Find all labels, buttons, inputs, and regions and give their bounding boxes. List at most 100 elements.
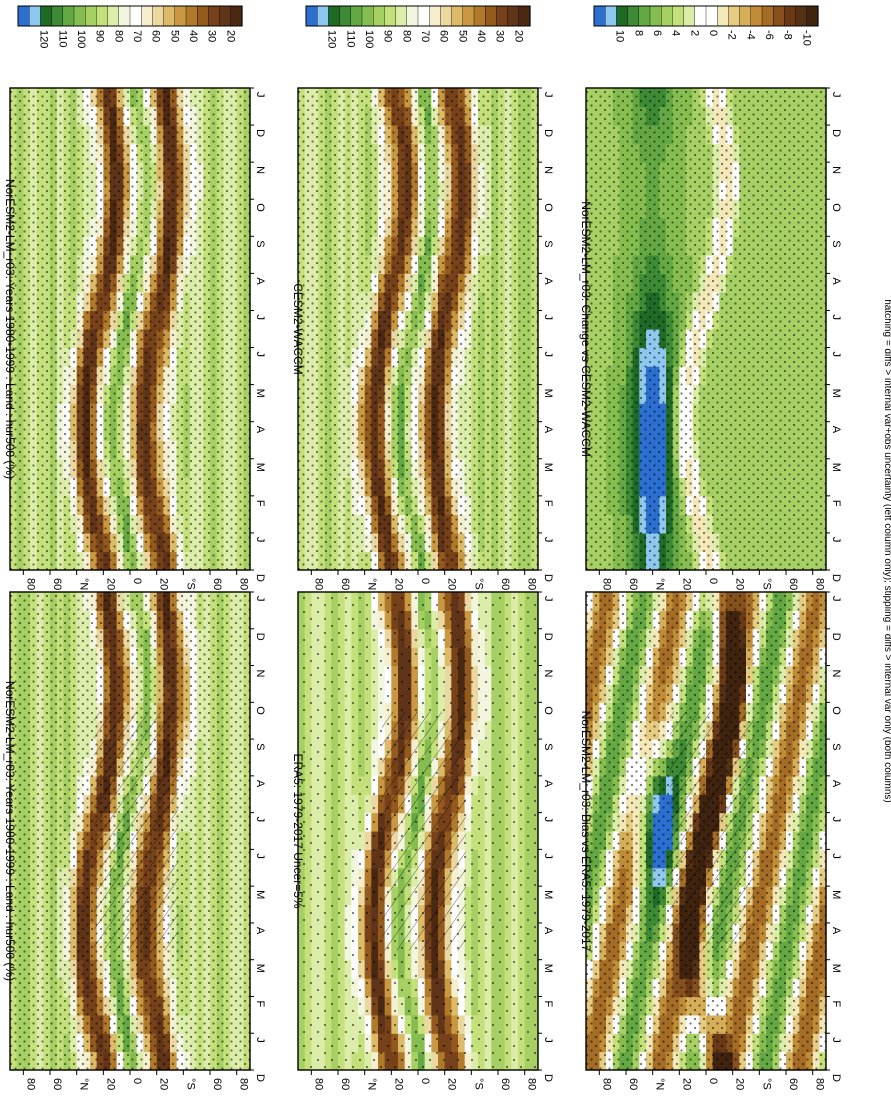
month-tick-label: A <box>254 780 266 788</box>
lat-tick-label: 60 <box>787 1078 799 1090</box>
month-tick-label: D <box>542 574 554 582</box>
month-tick-label: F <box>542 1000 554 1007</box>
lat-tick-label: °N <box>366 578 378 590</box>
panels-layer: 80 60 °N 20 0 20 °S 60 80 D J F M A M J J A S O N D J NorESM2-L… <box>3 5 842 1090</box>
lat-tick-label: °S <box>472 1078 484 1090</box>
lat-tick-label: 20 <box>446 1078 458 1090</box>
hatching <box>382 711 466 951</box>
lat-tick-label: °N <box>654 1078 666 1090</box>
lat-tick-label: 80 <box>526 578 538 590</box>
month-tick-label: D <box>254 1074 266 1082</box>
month-tick-label: S <box>254 743 266 750</box>
lat-tick-label: 60 <box>51 1078 63 1090</box>
month-tick-label: D <box>542 633 554 641</box>
lat-tick-label: 20 <box>392 578 404 590</box>
month-tick-label: M <box>830 890 842 899</box>
month-tick-label: A <box>542 426 554 434</box>
lat-tick-label: °S <box>184 1078 196 1090</box>
stippling <box>10 88 250 570</box>
month-tick-label: J <box>254 853 266 859</box>
month-tick-label: J <box>542 853 554 859</box>
lat-tick-label: °S <box>472 578 484 590</box>
month-tick-label: M <box>830 964 842 973</box>
panel-1: 80 60 °N 20 0 20 °S 60 80DJFMAMJJASONDJNorESM2-L… <box>3 591 266 1090</box>
month-tick-label: J <box>830 853 842 859</box>
lat-tick-label: 0 <box>419 1078 431 1084</box>
month-tick-label: N <box>254 670 266 678</box>
panel-title: NorESM2-LM_r03: Years 1980-1999 : Land :… <box>3 681 17 981</box>
month-tick-label: M <box>542 463 554 472</box>
month-tick-label: A <box>830 780 842 788</box>
lat-tick-label: 20 <box>104 578 116 590</box>
lat-tick-label: 20 <box>104 1078 116 1090</box>
month-tick-label: N <box>542 670 554 678</box>
lat-tick-label: 0 <box>131 1078 143 1084</box>
panel-title: ERA5: 1979-2017 Uncer=5% <box>291 753 305 908</box>
month-tick-label: M <box>542 389 554 398</box>
lat-tick-label: 0 <box>419 578 431 584</box>
month-tick-label: N <box>830 670 842 678</box>
lat-tick-label: °N <box>78 578 90 590</box>
month-tick-label: J <box>542 92 554 98</box>
lat-tick-label: 80 <box>24 1078 36 1090</box>
lat-tick-label: 20 <box>446 578 458 590</box>
lat-tick-label: 20 <box>158 578 170 590</box>
month-tick-label: A <box>254 277 266 285</box>
month-tick-label: D <box>830 633 842 641</box>
month-tick-label: S <box>542 240 554 247</box>
lat-tick-label: 20 <box>734 1078 746 1090</box>
lat-tick-label: 60 <box>211 1078 223 1090</box>
month-tick-label: J <box>254 92 266 98</box>
month-tick-label: F <box>542 500 554 507</box>
lat-tick-label: 80 <box>526 1078 538 1090</box>
month-tick-label: O <box>542 706 554 715</box>
month-tick-label: J <box>830 1037 842 1043</box>
lat-tick-label: 60 <box>627 1078 639 1090</box>
month-tick-label: J <box>254 314 266 320</box>
month-tick-label: M <box>254 389 266 398</box>
lat-axis: 80 60 °N 20 0 20 °S 60 80 <box>310 1070 538 1090</box>
lat-tick-label: 60 <box>51 578 63 590</box>
month-tick-label: O <box>254 203 266 212</box>
month-tick-label: J <box>542 1037 554 1043</box>
lat-tick-label: 20 <box>392 1078 404 1090</box>
month-tick-label: A <box>254 927 266 935</box>
lat-tick-label: 80 <box>312 1078 324 1090</box>
lat-axis: 80 60 °N 20 0 20 °S 60 80 <box>310 570 538 590</box>
month-tick-label: J <box>254 1037 266 1043</box>
stippling <box>298 88 538 570</box>
month-tick-label: J <box>542 352 554 358</box>
month-tick-label: S <box>830 743 842 750</box>
lat-tick-label: 60 <box>499 578 511 590</box>
month-tick-label: F <box>830 1000 842 1007</box>
month-tick-label: M <box>542 890 554 899</box>
lat-tick-label: °S <box>760 1078 772 1090</box>
month-tick-label: J <box>542 537 554 543</box>
lat-tick-label: 60 <box>211 578 223 590</box>
panel-title: CESM2-WACCM <box>291 283 305 375</box>
lat-tick-label: 80 <box>24 578 36 590</box>
month-tick-label: J <box>830 817 842 823</box>
month-tick-label: M <box>254 964 266 973</box>
lat-tick-label: 60 <box>339 578 351 590</box>
panel-4: 80 60 °N 20 0 20 °S 60 80DJFMAMJJASONDJCESM2-WAC… <box>291 87 554 590</box>
month-tick-label: J <box>254 537 266 543</box>
panel-title: NorESM2-LM_r03: Years 1980-1999 : Land :… <box>3 179 17 479</box>
lat-tick-label: 80 <box>814 1078 826 1090</box>
month-tick-label: D <box>254 129 266 137</box>
month-tick-label: A <box>830 927 842 935</box>
month-tick-label: A <box>542 277 554 285</box>
lat-axis: 80 60 °N 20 0 20 °S 60 80 <box>598 1070 826 1090</box>
panel-2: 80 60 °N 20 0 20 °S 60 80DJFMAMJJASONDJNorESM2-L… <box>3 87 266 590</box>
month-tick-label: M <box>254 890 266 899</box>
month-tick-label: J <box>542 817 554 823</box>
month-tick-label: J <box>254 352 266 358</box>
lat-tick-label: °N <box>78 1078 90 1090</box>
month-tick-label: J <box>254 817 266 823</box>
panel-5: 80 60 °N 20 0 20 °S 60 80DJFMAMJJASONDJNorESM2-L… <box>579 591 842 1090</box>
